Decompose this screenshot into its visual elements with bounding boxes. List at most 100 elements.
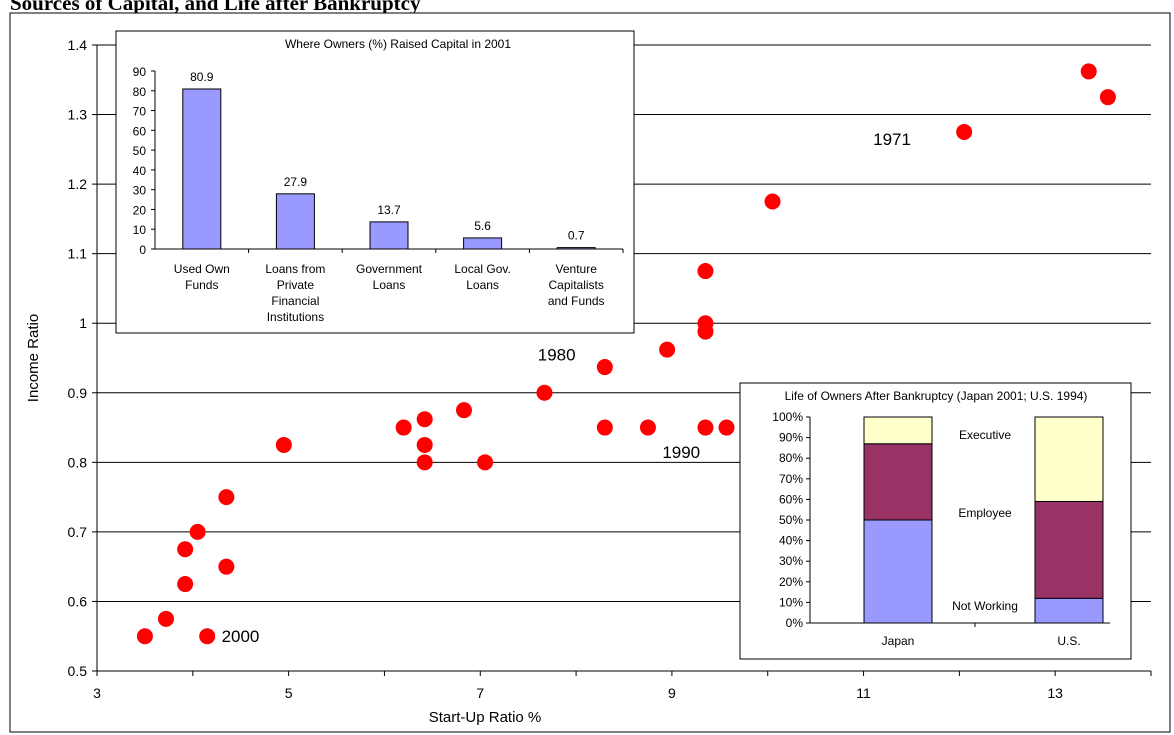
bar-marks	[182, 88, 596, 250]
y-tick-label: 0.5	[68, 663, 88, 679]
tick-labels: 0.5 0.6 0.7 0.8 0.9 1 1.1 1.2 1.3 1.4 3 5 7 9 11 13	[68, 37, 1064, 701]
stack-y-tick-label: 30%	[779, 554, 803, 568]
bar-y-tick-label: 40	[133, 164, 147, 178]
scatter-point	[157, 610, 174, 627]
stack-series-label: Not Working	[952, 599, 1018, 613]
scatter-point	[455, 402, 472, 419]
category-line: Loans from	[265, 262, 325, 276]
category-line: Government	[356, 262, 423, 276]
y-tick-label: 1.3	[68, 107, 88, 123]
scatter-point	[177, 576, 194, 593]
stack-series-label: Employee	[958, 506, 1012, 520]
bar-y-tick-label: 70	[133, 105, 147, 119]
data-points	[136, 63, 1116, 645]
category-line: Loans	[373, 278, 406, 292]
y-axis-label: Income Ratio	[25, 314, 42, 402]
bar-y-tick-label: 50	[133, 144, 147, 158]
stack-tick-labels: 0% 10% 20% 30% 40% 50% 60% 70% 80% 90% 100%	[772, 410, 803, 630]
axes	[92, 44, 1152, 676]
year-annotation: 2000	[222, 627, 260, 646]
stack-category-labels: Japan U.S.	[882, 634, 1081, 648]
bar	[463, 237, 503, 250]
scatter-point	[218, 489, 235, 506]
stack-y-tick-label: 60%	[779, 492, 803, 506]
stacked-segment	[863, 416, 933, 445]
stack-y-tick-label: 0%	[786, 616, 804, 630]
scatter-point	[199, 628, 216, 645]
inset-bar-chart: Where Owners (%) Raised Capital in 2001 …	[115, 30, 635, 334]
bar-category-label: Used Own Funds	[174, 262, 230, 292]
bar-y-tick-label: 90	[133, 65, 147, 79]
bar-value-label: 13.7	[377, 203, 401, 217]
bar-category-labels: Used Own Funds Loans from Private Financial I…	[174, 262, 605, 324]
scatter-point	[596, 419, 613, 436]
scatter-point	[536, 384, 553, 401]
scatter-point	[416, 411, 433, 428]
stack-y-tick-label: 70%	[779, 472, 803, 486]
year-annotation: 1990	[662, 443, 700, 462]
stack-category-label: Japan	[882, 634, 915, 648]
stack-y-tick-label: 50%	[779, 513, 803, 527]
scatter-point	[639, 419, 656, 436]
year-annotation: 1971	[873, 130, 911, 149]
scatter-point	[1099, 89, 1116, 106]
scatter-point	[275, 436, 292, 453]
scatter-point	[596, 359, 613, 376]
scatter-point	[697, 315, 714, 332]
bar-category-label: Government Loans	[356, 262, 423, 292]
x-tick-label: 3	[93, 685, 101, 701]
bar-y-tick-label: 80	[133, 85, 147, 99]
bar	[182, 88, 222, 250]
scatter-point	[956, 123, 973, 140]
category-line: Capitalists	[549, 278, 604, 292]
stacked-segment	[863, 443, 933, 521]
scatter-point	[659, 341, 676, 358]
category-line: Local Gov.	[454, 262, 510, 276]
scatter-point	[1080, 63, 1097, 80]
scatter-point	[416, 454, 433, 471]
category-line: Venture	[556, 262, 598, 276]
year-annotation: 1980	[538, 346, 576, 365]
bar-value-label: 27.9	[284, 175, 308, 189]
page-title: Sources of Capital, and Life after Bankr…	[10, 0, 421, 15]
category-line: Funds	[185, 278, 218, 292]
category-line: Used Own	[174, 262, 230, 276]
inset-stack-title: Life of Owners After Bankruptcy (Japan 2…	[785, 389, 1088, 403]
bar-value-label: 0.7	[568, 229, 585, 243]
bar-tick-labels: 0 10 20 30 40 50 60 70 80 90	[133, 65, 147, 257]
scatter-point	[697, 263, 714, 280]
scatter-point	[477, 454, 494, 471]
stack-y-tick-label: 80%	[779, 451, 803, 465]
stacked-segment	[1034, 416, 1104, 502]
scatter-point	[697, 419, 714, 436]
y-tick-label: 0.6	[68, 593, 88, 609]
stack-series-label: Executive	[959, 428, 1011, 442]
bar-value-labels: 80.9 27.9 13.7 5.6 0.7	[190, 70, 585, 243]
category-line: Financial	[271, 294, 319, 308]
scatter-point	[764, 193, 781, 210]
bar	[275, 193, 315, 250]
stacked-segment	[1034, 597, 1104, 624]
x-tick-label: 7	[476, 685, 484, 701]
y-tick-label: 1	[79, 315, 87, 331]
y-tick-label: 0.7	[68, 524, 88, 540]
bar-category-label: Local Gov. Loans	[454, 262, 510, 292]
bar	[556, 247, 596, 250]
stacked-segment	[1034, 500, 1104, 599]
scatter-point	[177, 541, 194, 558]
bar-y-tick-label: 30	[133, 184, 147, 198]
stack-y-tick-label: 100%	[772, 410, 803, 424]
stacked-segment	[863, 519, 933, 624]
scatter-point	[416, 436, 433, 453]
inset-bar-title: Where Owners (%) Raised Capital in 2001	[285, 37, 511, 51]
x-axis-label: Start-Up Ratio %	[429, 709, 542, 726]
bar	[369, 221, 409, 250]
category-line: and Funds	[548, 294, 605, 308]
stack-y-tick-label: 90%	[779, 431, 803, 445]
x-tick-label: 5	[285, 685, 293, 701]
inset-stacked-chart: Life of Owners After Bankruptcy (Japan 2…	[739, 382, 1132, 660]
annotations: 2000 1980 1990 1971	[222, 130, 911, 646]
bar-value-label: 80.9	[190, 70, 214, 84]
scatter-point	[218, 558, 235, 575]
